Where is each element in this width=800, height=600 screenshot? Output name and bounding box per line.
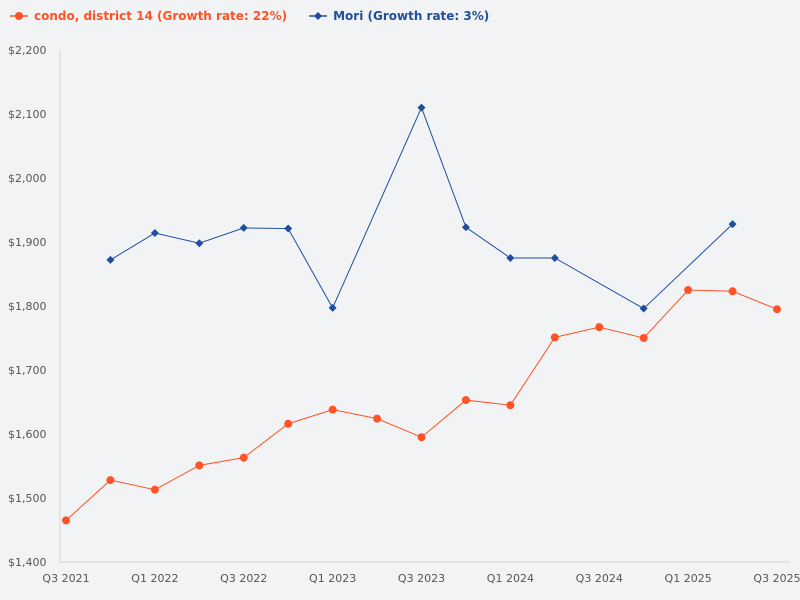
data-point bbox=[506, 254, 515, 262]
data-point bbox=[62, 516, 70, 525]
data-point bbox=[150, 485, 159, 494]
legend-label-mori: Mori (Growth rate: 3%) bbox=[333, 9, 490, 23]
y-tick-label: $1,600 bbox=[8, 428, 47, 441]
data-point bbox=[417, 103, 426, 112]
legend-item-mori[interactable]: Mori (Growth rate: 3%) bbox=[309, 9, 489, 23]
data-point bbox=[195, 461, 204, 470]
data-point bbox=[639, 304, 648, 313]
legend-item-condo[interactable]: condo, district 14 (Growth rate: 22%) bbox=[10, 9, 287, 23]
x-tick-label: Q3 2023 bbox=[398, 572, 445, 585]
circle-marker-icon bbox=[10, 12, 28, 20]
x-tick-label: Q3 2025 bbox=[753, 572, 800, 585]
series-line-0 bbox=[65, 289, 778, 521]
legend: condo, district 14 (Growth rate: 22%) Mo… bbox=[10, 9, 489, 23]
data-point bbox=[728, 220, 737, 229]
y-tick-label: $1,400 bbox=[8, 556, 47, 569]
data-point bbox=[461, 396, 470, 405]
x-tick-label: Q1 2025 bbox=[665, 572, 712, 585]
data-point bbox=[773, 305, 781, 314]
data-point bbox=[550, 254, 559, 262]
data-point bbox=[284, 419, 293, 428]
data-point bbox=[550, 333, 559, 342]
data-point bbox=[239, 453, 248, 462]
data-point bbox=[595, 323, 604, 332]
x-tick-label: Q3 2021 bbox=[42, 572, 89, 585]
data-point bbox=[328, 405, 337, 414]
x-tick-label: Q3 2024 bbox=[576, 572, 623, 585]
data-point bbox=[684, 286, 693, 294]
y-tick-label: $1,900 bbox=[8, 236, 47, 249]
data-point bbox=[506, 401, 515, 410]
y-tick-label: $2,100 bbox=[8, 108, 47, 121]
x-tick-label: Q1 2022 bbox=[131, 572, 178, 585]
data-point bbox=[728, 287, 737, 296]
diamond-marker-icon bbox=[309, 12, 328, 20]
data-point bbox=[195, 239, 204, 248]
legend-label-condo: condo, district 14 (Growth rate: 22%) bbox=[34, 9, 288, 23]
y-tick-label: $1,500 bbox=[8, 492, 47, 505]
data-point bbox=[461, 223, 470, 232]
y-tick-label: $2,000 bbox=[8, 172, 47, 185]
series-line-1 bbox=[110, 106, 733, 310]
data-point bbox=[106, 255, 115, 264]
data-point bbox=[328, 303, 337, 312]
data-point bbox=[639, 334, 648, 342]
data-point bbox=[417, 433, 426, 442]
x-tick-label: Q1 2024 bbox=[487, 572, 534, 585]
y-tick-label: $2,200 bbox=[8, 44, 47, 57]
data-point bbox=[373, 414, 382, 423]
data-point bbox=[150, 229, 159, 238]
data-point bbox=[106, 476, 115, 485]
data-point bbox=[239, 223, 248, 232]
y-tick-label: $1,800 bbox=[8, 300, 47, 313]
y-tick-label: $1,700 bbox=[8, 364, 47, 377]
x-tick-label: Q3 2022 bbox=[220, 572, 267, 585]
data-point bbox=[284, 224, 293, 233]
x-tick-label: Q1 2023 bbox=[309, 572, 356, 585]
